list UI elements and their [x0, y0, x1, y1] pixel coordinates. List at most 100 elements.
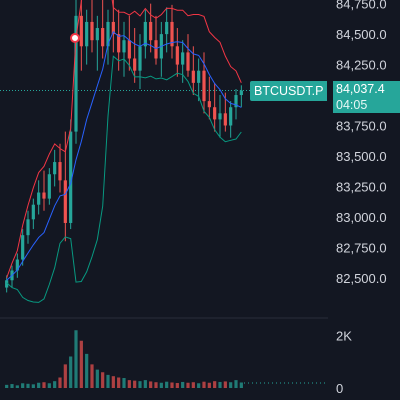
- volume-bar: [63, 364, 67, 388]
- volume-bar: [186, 382, 190, 388]
- volume-bar: [15, 385, 19, 388]
- candle-body: [186, 52, 190, 71]
- volume-bar: [197, 383, 201, 388]
- volume-bar: [117, 377, 121, 388]
- last-price-label: 84,037.4: [336, 82, 385, 96]
- volume-bar: [69, 356, 73, 388]
- volume-bar: [143, 380, 147, 388]
- candle-body: [95, 28, 99, 41]
- candle-body: [127, 40, 131, 59]
- candle-body: [149, 21, 153, 41]
- volume-bar: [106, 374, 110, 388]
- price-tick-label: 83,000.0: [336, 210, 387, 225]
- volume-bar: [95, 369, 99, 388]
- volume-bar: [42, 382, 46, 388]
- volume-bar: [74, 330, 78, 388]
- candle-body: [218, 113, 222, 120]
- candle-body: [74, 15, 78, 132]
- volume-bar: [191, 382, 195, 388]
- volume-bar: [122, 378, 126, 388]
- volume-bar: [58, 377, 62, 388]
- price-tick-label: 84,500.0: [336, 27, 387, 42]
- volume-bar: [175, 383, 179, 388]
- volume-bar: [170, 382, 174, 388]
- candle-body: [223, 113, 227, 126]
- volume-bar: [37, 382, 41, 388]
- volume-bar: [223, 381, 227, 388]
- volume-bar: [133, 380, 137, 388]
- volume-bar: [101, 372, 105, 388]
- volume-tick-label: 0: [336, 381, 343, 396]
- volume-bar: [10, 384, 14, 388]
- price-tick-label: 82,750.0: [336, 240, 387, 255]
- volume-bar: [218, 381, 222, 388]
- volume-tick-label: 2K: [336, 329, 352, 344]
- candle-body: [63, 180, 67, 223]
- candle-body: [117, 34, 121, 53]
- volume-bar: [31, 384, 35, 388]
- alert-icon[interactable]: [70, 33, 80, 43]
- candle-body: [26, 219, 30, 236]
- volume-bar: [159, 382, 163, 388]
- candle-body: [111, 21, 115, 35]
- volume-bar: [21, 383, 25, 388]
- candle-body: [21, 235, 25, 260]
- volume-bar: [149, 381, 153, 388]
- candle-body: [234, 95, 238, 108]
- volume-bar: [79, 340, 83, 388]
- volume-bar: [234, 380, 238, 388]
- candle-body: [42, 192, 46, 199]
- candle-body: [101, 28, 105, 47]
- candle-body: [229, 107, 233, 126]
- volume-bar: [111, 376, 115, 388]
- candle-body: [31, 204, 35, 220]
- price-tick-label: 83,500.0: [336, 149, 387, 164]
- volume-bar: [138, 381, 142, 388]
- candle-body: [239, 90, 243, 96]
- symbol-label: BTCUSDT.P: [250, 81, 328, 101]
- candle-body: [15, 259, 19, 271]
- countdown-label: 04:05: [336, 98, 368, 112]
- candle-body: [138, 46, 142, 71]
- candle-body: [197, 70, 201, 83]
- bollinger-upper-line: [6, 0, 242, 278]
- price-tick-label: 84,250.0: [336, 58, 387, 73]
- candle-body: [58, 162, 62, 181]
- volume-bar: [181, 381, 185, 388]
- candle-body: [202, 70, 206, 102]
- volume-bar: [202, 381, 206, 388]
- volume-bar: [127, 380, 131, 388]
- candle-body: [213, 107, 217, 120]
- candle-body: [47, 174, 51, 199]
- candle-body: [207, 101, 211, 108]
- volume-bar: [26, 383, 30, 388]
- symbol-price-tag: BTCUSDT.P: [250, 81, 328, 101]
- price-tick-label: 82,500.0: [336, 271, 387, 286]
- volume-bar: [239, 382, 243, 388]
- candle-body: [53, 162, 57, 175]
- candle-body: [181, 52, 185, 65]
- candle-body: [175, 46, 179, 65]
- price-tick-label: 83,250.0: [336, 179, 387, 194]
- candle-body: [90, 21, 94, 41]
- candle-body: [133, 58, 137, 71]
- volume-bar: [90, 364, 94, 388]
- candle-body: [170, 21, 174, 47]
- candle-body: [5, 280, 9, 288]
- price-tick-label: 83,750.0: [336, 119, 387, 134]
- candle-body: [143, 21, 147, 47]
- candle-body: [69, 131, 73, 223]
- volume-bar: [85, 353, 89, 388]
- volume-bar: [213, 381, 217, 388]
- bollinger-lower-line: [6, 55, 242, 303]
- candle-body: [37, 192, 41, 205]
- candle-body: [165, 21, 169, 35]
- volume-bar: [47, 383, 51, 388]
- candle-body: [154, 40, 158, 59]
- volume-bar: [165, 381, 169, 388]
- volume-bar: [53, 381, 57, 388]
- volume-bar: [207, 382, 211, 388]
- candle-body: [85, 21, 89, 47]
